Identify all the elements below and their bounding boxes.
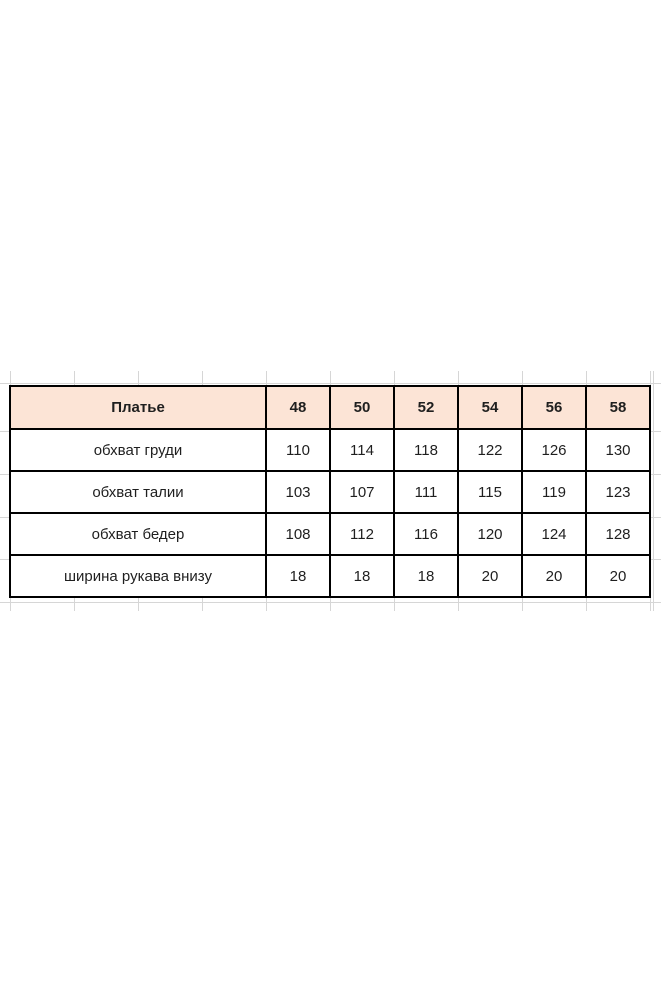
size-chart-table: Платье 48 50 52 54 56 58 обхват груди 11… [9,385,651,598]
measurement-value-cell: 120 [457,512,523,556]
measurement-value-cell: 119 [521,470,587,514]
spreadsheet-gridline [0,383,661,384]
measurement-value-cell: 124 [521,512,587,556]
measurement-value-cell: 123 [585,470,651,514]
measurement-label-cell: обхват бедер [9,512,267,556]
spreadsheet-gridline [653,371,654,611]
size-header-cell: 52 [393,385,459,430]
measurement-value-cell: 118 [393,428,459,472]
measurement-value-cell: 20 [521,554,587,598]
measurement-value-cell: 110 [265,428,331,472]
measurement-value-cell: 108 [265,512,331,556]
size-header-cell: 56 [521,385,587,430]
measurement-label-cell: ширина рукава внизу [9,554,267,598]
size-header-cell: 50 [329,385,395,430]
measurement-value-cell: 18 [265,554,331,598]
measurement-value-cell: 114 [329,428,395,472]
measurement-value-cell: 115 [457,470,523,514]
table-row: обхват бедер 108 112 116 120 124 128 [9,512,651,556]
measurement-label-cell: обхват талии [9,470,267,514]
measurement-value-cell: 111 [393,470,459,514]
measurement-value-cell: 107 [329,470,395,514]
size-header-cell: 58 [585,385,651,430]
measurement-value-cell: 18 [329,554,395,598]
measurement-value-cell: 126 [521,428,587,472]
spreadsheet-gridline [0,602,661,603]
measurement-value-cell: 20 [457,554,523,598]
measurement-value-cell: 116 [393,512,459,556]
measurement-value-cell: 112 [329,512,395,556]
table-title-cell: Платье [9,385,267,430]
measurement-value-cell: 122 [457,428,523,472]
table-row: ширина рукава внизу 18 18 18 20 20 20 [9,554,651,598]
measurement-value-cell: 130 [585,428,651,472]
table-row: обхват груди 110 114 118 122 126 130 [9,428,651,472]
measurement-value-cell: 103 [265,470,331,514]
measurement-value-cell: 128 [585,512,651,556]
size-header-cell: 54 [457,385,523,430]
measurement-value-cell: 18 [393,554,459,598]
header-row: Платье 48 50 52 54 56 58 [9,385,651,430]
size-header-cell: 48 [265,385,331,430]
measurement-value-cell: 20 [585,554,651,598]
measurement-label-cell: обхват груди [9,428,267,472]
spreadsheet-gridline [650,371,651,611]
table-row: обхват талии 103 107 111 115 119 123 [9,470,651,514]
